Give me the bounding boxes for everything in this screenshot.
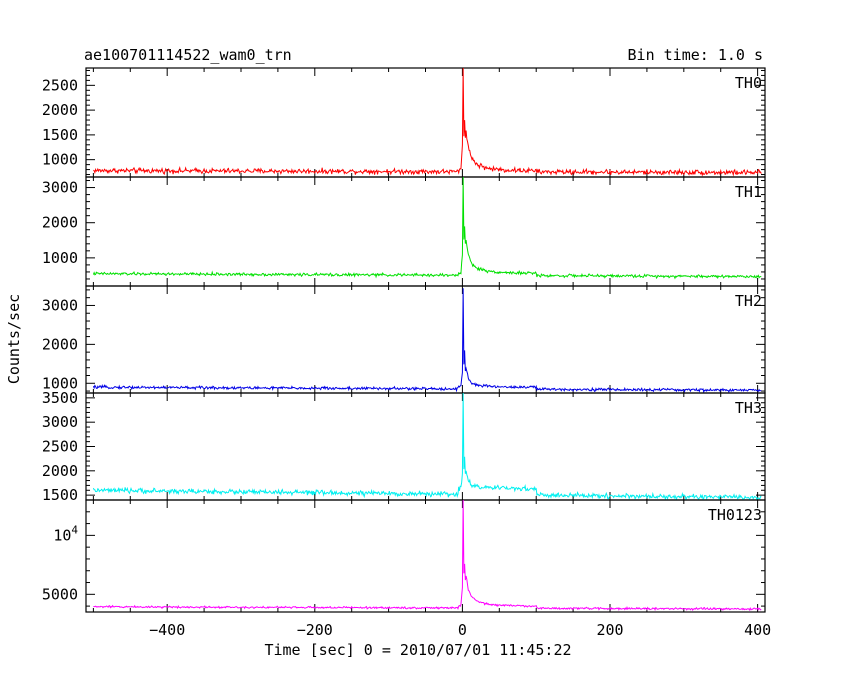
- panel-frame: [85, 285, 766, 394]
- panel-label-th0123: TH0123: [708, 506, 762, 524]
- y-tick-label: 3000: [42, 413, 78, 431]
- series-line-th2: [92, 288, 762, 393]
- panel-label-th2: TH2: [735, 292, 762, 310]
- panel-th3: 1500 2000 2500 3000 3500 TH3: [42, 389, 766, 504]
- y-tick-label: 2000: [42, 101, 78, 119]
- panel-th2: 1000 2000 3000 TH2: [42, 285, 766, 394]
- series-line-th0123: [93, 500, 762, 612]
- series-line-th1: [92, 177, 762, 280]
- panel-frame: [85, 392, 766, 501]
- panel-frame: [85, 67, 766, 178]
- panel-frame: [85, 499, 766, 613]
- x-tick-label: 400: [744, 621, 771, 639]
- y-tick-label: 1500: [42, 126, 78, 144]
- x-tick-label: 0: [458, 621, 467, 639]
- y-tick-label: 1000: [42, 151, 78, 169]
- y-tick-label: 2000: [42, 462, 78, 480]
- x-tick-label: −200: [297, 621, 333, 639]
- y-tick-label: 2000: [42, 214, 78, 232]
- x-tick-label: −400: [149, 621, 185, 639]
- panel-label-th3: TH3: [735, 399, 762, 417]
- chart-title-right: Bin time: 1.0 s: [628, 46, 763, 64]
- y-axis-label: Counts/sec: [5, 294, 23, 384]
- y-tick-label: 1000: [42, 374, 78, 392]
- series-line-th3: [92, 393, 762, 500]
- panel-frame: [85, 176, 766, 287]
- panel-th0123: 5000 104 TH0123: [42, 499, 766, 613]
- panel-th0: 1000 1500 2000 2500 TH0: [42, 67, 766, 178]
- y-tick-label: 2500: [42, 76, 78, 94]
- panel-label-th0: TH0: [735, 74, 762, 92]
- x-axis-label: Time [sec] 0 = 2010/07/01 11:45:22: [264, 641, 571, 659]
- y-tick-label: 3000: [42, 179, 78, 197]
- y-tick-label: 3500: [42, 389, 78, 407]
- series-line-th0: [93, 68, 762, 177]
- y-tick-label: 3000: [42, 296, 78, 314]
- y-tick-label: 5000: [42, 585, 78, 603]
- y-tick-label: 104: [53, 523, 78, 544]
- y-tick-label: 2500: [42, 438, 78, 456]
- chart-title-left: ae100701114522_wam0_trn: [84, 46, 292, 64]
- panel-th1: 1000 2000 3000 TH1: [42, 176, 766, 287]
- y-tick-label: 1000: [42, 249, 78, 267]
- panel-label-th1: TH1: [735, 183, 762, 201]
- y-tick-label: 1500: [42, 486, 78, 504]
- y-tick-label: 2000: [42, 335, 78, 353]
- x-tick-label: 200: [596, 621, 623, 639]
